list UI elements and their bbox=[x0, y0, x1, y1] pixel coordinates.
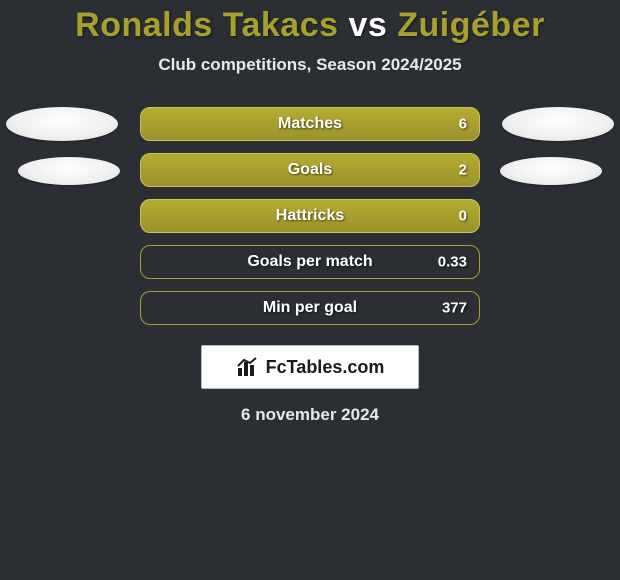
stat-row: Min per goal 377 bbox=[0, 287, 620, 333]
stat-label: Goals per match bbox=[247, 253, 372, 271]
stat-bar: Goals per match 0.33 bbox=[140, 245, 480, 279]
stat-label: Matches bbox=[278, 115, 342, 133]
stats-list: Matches 6 Goals 2 Hattricks 0 Goals per match 0… bbox=[0, 103, 620, 333]
stat-row: Matches 6 bbox=[0, 103, 620, 149]
bar-chart-icon bbox=[236, 356, 260, 378]
fctables-logo[interactable]: FcTables.com bbox=[201, 345, 419, 389]
stat-bar: Min per goal 377 bbox=[140, 291, 480, 325]
stat-row: Hattricks 0 bbox=[0, 195, 620, 241]
stat-value: 0 bbox=[459, 208, 467, 225]
vs-separator: vs bbox=[348, 6, 387, 44]
stat-bar: Matches 6 bbox=[140, 107, 480, 141]
player1-name: Ronalds Takacs bbox=[75, 6, 338, 44]
stat-value: 377 bbox=[442, 300, 467, 317]
stat-label: Hattricks bbox=[276, 207, 344, 225]
player2-marker bbox=[500, 157, 602, 185]
stat-label: Min per goal bbox=[263, 299, 357, 317]
stat-row: Goals per match 0.33 bbox=[0, 241, 620, 287]
subtitle: Club competitions, Season 2024/2025 bbox=[0, 55, 620, 75]
player2-marker bbox=[502, 107, 614, 141]
date-text: 6 november 2024 bbox=[0, 405, 620, 425]
stat-label: Goals bbox=[288, 161, 332, 179]
page-title: Ronalds Takacs vs Zuigéber bbox=[0, 6, 620, 45]
stat-bar: Hattricks 0 bbox=[140, 199, 480, 233]
comparison-card: Ronalds Takacs vs Zuigéber Club competit… bbox=[0, 0, 620, 580]
stat-row: Goals 2 bbox=[0, 149, 620, 195]
stat-value: 2 bbox=[459, 162, 467, 179]
stat-bar: Goals 2 bbox=[140, 153, 480, 187]
player1-marker bbox=[18, 157, 120, 185]
player2-name: Zuigéber bbox=[397, 6, 545, 44]
stat-value: 6 bbox=[459, 116, 467, 133]
logo-text: FcTables.com bbox=[266, 357, 385, 378]
stat-value: 0.33 bbox=[438, 254, 467, 271]
player1-marker bbox=[6, 107, 118, 141]
